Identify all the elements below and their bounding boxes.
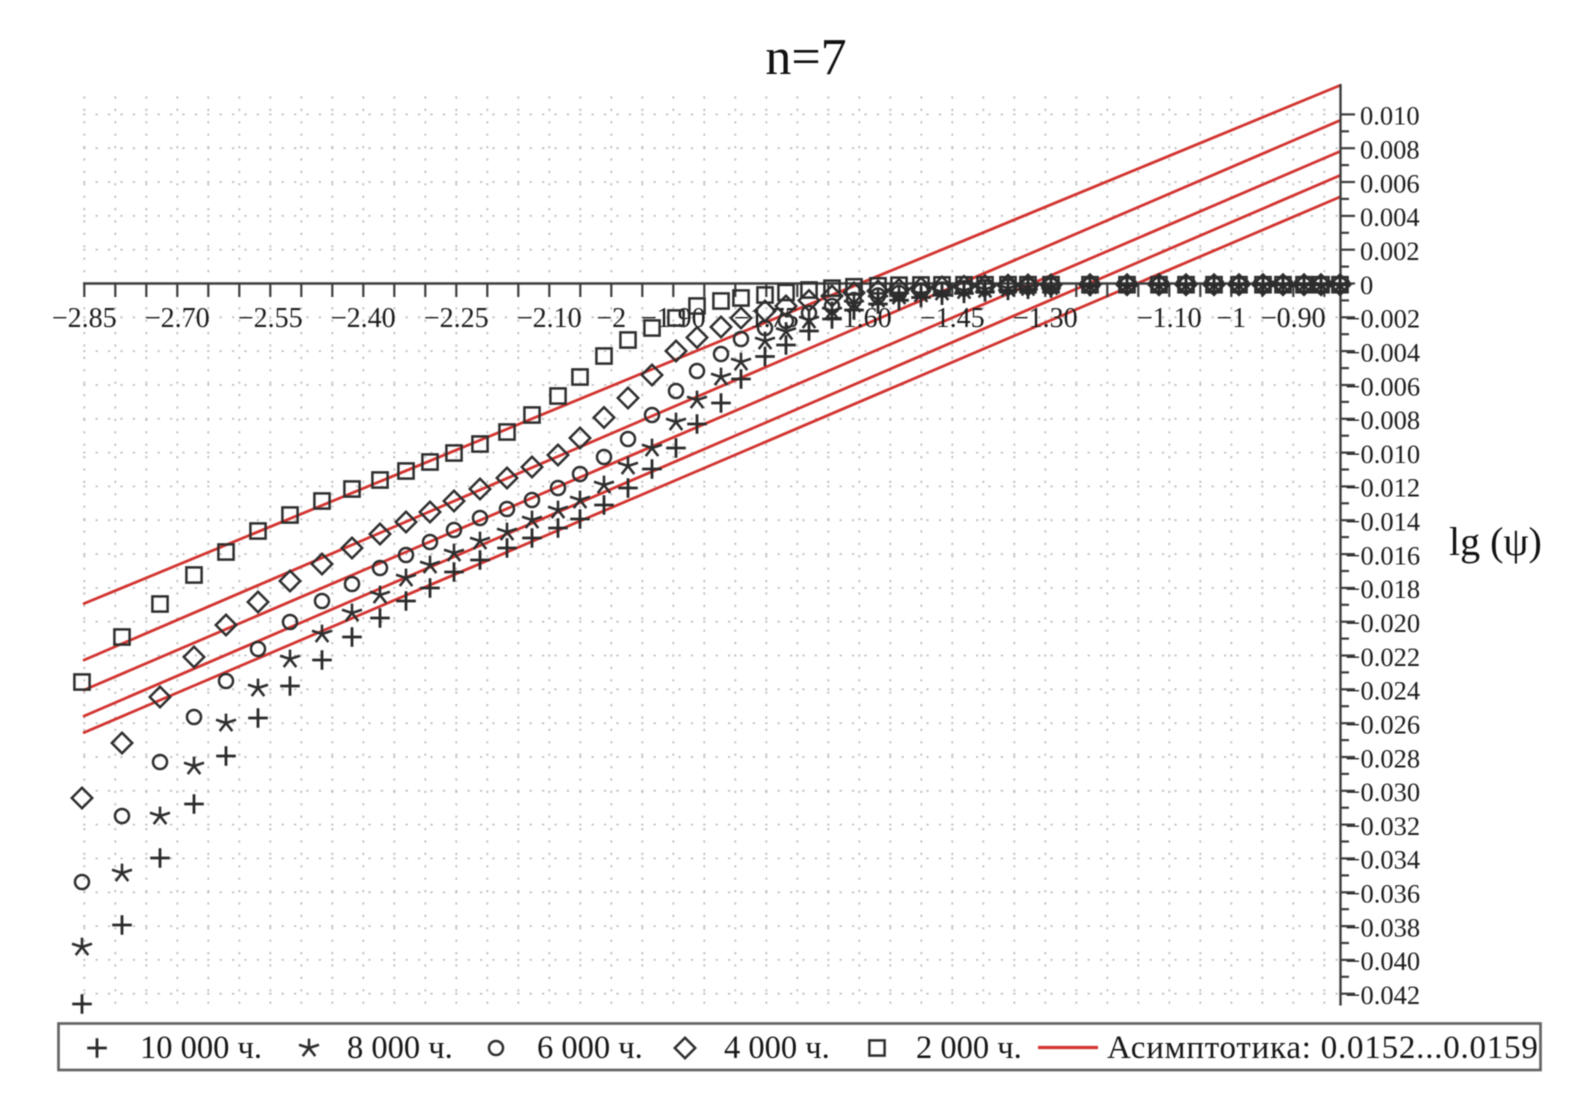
svg-text:−2.10: −2.10: [517, 303, 582, 334]
svg-text:0.002: 0.002: [1360, 236, 1420, 266]
svg-text:8 000 ч.: 8 000 ч.: [347, 1030, 453, 1066]
svg-text:−0.038: −0.038: [1346, 912, 1421, 942]
svg-text:−2.55: −2.55: [238, 303, 303, 334]
svg-text:−0.032: −0.032: [1346, 811, 1421, 841]
svg-text:−2.85: −2.85: [52, 303, 117, 334]
svg-text:−0.034: −0.034: [1346, 845, 1421, 875]
svg-text:−1.30: −1.30: [1013, 303, 1078, 334]
svg-text:0.004: 0.004: [1360, 202, 1420, 232]
svg-text:n=7: n=7: [765, 29, 846, 86]
svg-text:−0.004: −0.004: [1346, 337, 1421, 367]
svg-text:10 000 ч.: 10 000 ч.: [140, 1030, 262, 1066]
svg-text:−2: −2: [596, 303, 626, 334]
svg-text:0: 0: [1360, 270, 1373, 300]
svg-text:−0.028: −0.028: [1346, 743, 1421, 773]
svg-text:−0.018: −0.018: [1346, 574, 1421, 604]
svg-text:6 000 ч.: 6 000 ч.: [537, 1030, 643, 1066]
svg-text:−0.020: −0.020: [1346, 608, 1421, 638]
svg-text:−0.022: −0.022: [1346, 642, 1421, 672]
svg-text:0.008: 0.008: [1360, 135, 1420, 165]
svg-text:−1.45: −1.45: [920, 303, 985, 334]
svg-text:−2.40: −2.40: [331, 303, 396, 334]
svg-text:lg (ψ): lg (ψ): [1449, 519, 1542, 564]
svg-text:−0.042: −0.042: [1346, 980, 1421, 1010]
svg-text:−0.026: −0.026: [1346, 710, 1421, 740]
svg-text:−0.024: −0.024: [1346, 676, 1421, 706]
svg-text:−0.012: −0.012: [1346, 473, 1421, 503]
svg-text:−1: −1: [1216, 303, 1246, 334]
svg-text:−0.016: −0.016: [1346, 540, 1421, 570]
svg-text:Асимптотика: 0.0152...0.0159: Асимптотика: 0.0152...0.0159: [1107, 1030, 1539, 1066]
svg-text:−2.25: −2.25: [424, 303, 489, 334]
svg-text:2 000 ч.: 2 000 ч.: [916, 1030, 1022, 1066]
svg-text:−1.10: −1.10: [1137, 303, 1202, 334]
svg-text:0.006: 0.006: [1360, 168, 1420, 198]
svg-text:−0.90: −0.90: [1261, 303, 1326, 334]
svg-text:−0.040: −0.040: [1346, 946, 1421, 976]
svg-text:−0.006: −0.006: [1346, 371, 1421, 401]
svg-text:0.010: 0.010: [1360, 101, 1420, 131]
svg-text:−0.008: −0.008: [1346, 405, 1421, 435]
svg-text:−0.010: −0.010: [1346, 439, 1421, 469]
svg-text:−0.014: −0.014: [1346, 507, 1421, 537]
svg-text:−2.70: −2.70: [145, 303, 210, 334]
svg-text:−0.002: −0.002: [1346, 304, 1421, 334]
svg-text:−0.030: −0.030: [1346, 777, 1421, 807]
svg-text:−0.036: −0.036: [1346, 879, 1421, 909]
svg-text:4 000 ч.: 4 000 ч.: [724, 1030, 830, 1066]
